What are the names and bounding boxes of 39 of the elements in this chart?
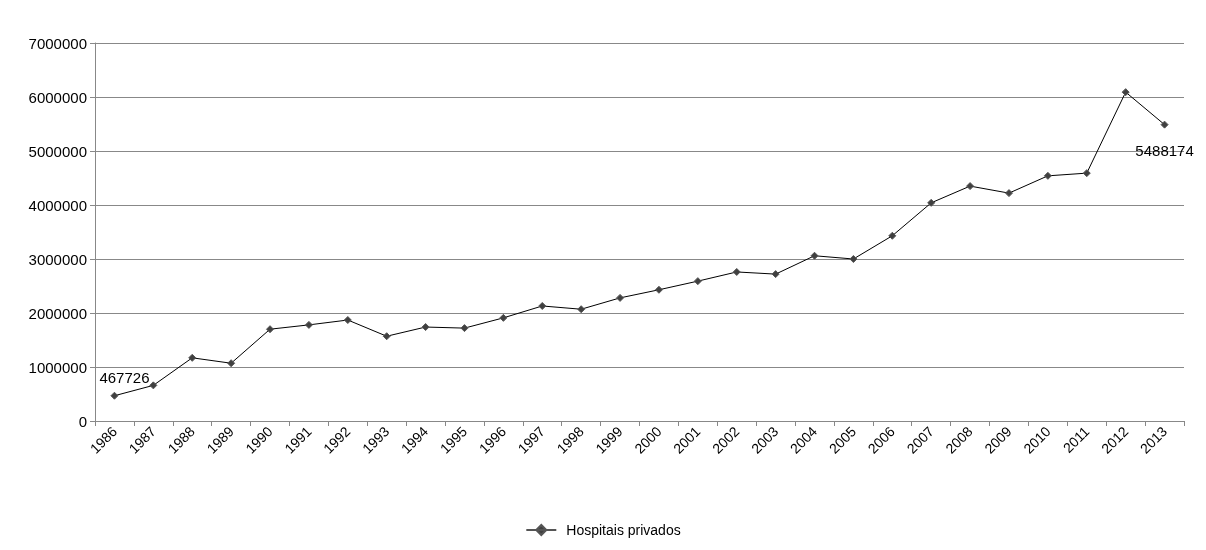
data-label: 467726 bbox=[99, 368, 150, 386]
point bbox=[693, 277, 702, 286]
y-tick-label: 7000000 bbox=[28, 34, 87, 52]
y-tick-label: 5000000 bbox=[28, 142, 87, 160]
point bbox=[732, 267, 741, 276]
y-tick-label: 3000000 bbox=[28, 250, 87, 268]
point bbox=[966, 182, 975, 191]
data-label: 5488174 bbox=[1135, 141, 1194, 159]
point bbox=[1082, 169, 1091, 178]
point bbox=[1160, 120, 1169, 129]
y-tick-label: 2000000 bbox=[28, 304, 87, 322]
point bbox=[460, 324, 469, 333]
point bbox=[654, 285, 663, 294]
point bbox=[888, 231, 897, 240]
point bbox=[227, 359, 236, 368]
legend-label: Hospitais privados bbox=[566, 522, 681, 538]
point bbox=[1043, 171, 1052, 180]
point bbox=[577, 305, 586, 314]
point bbox=[421, 323, 430, 332]
point bbox=[927, 198, 936, 207]
point bbox=[810, 251, 819, 260]
point bbox=[1121, 88, 1130, 97]
point bbox=[188, 353, 197, 362]
point bbox=[1004, 189, 1013, 198]
point bbox=[538, 301, 547, 310]
point bbox=[266, 325, 275, 334]
point bbox=[110, 391, 119, 400]
point bbox=[304, 320, 313, 329]
point bbox=[343, 316, 352, 325]
y-tick-label: 0 bbox=[78, 412, 87, 430]
point bbox=[382, 332, 391, 341]
y-tick-label: 4000000 bbox=[28, 196, 87, 214]
y-tick-label: 6000000 bbox=[28, 88, 87, 106]
point bbox=[499, 313, 508, 322]
point bbox=[771, 270, 780, 279]
point bbox=[149, 381, 158, 390]
y-tick-label: 1000000 bbox=[28, 358, 87, 376]
point bbox=[849, 255, 858, 263]
point bbox=[616, 293, 625, 302]
